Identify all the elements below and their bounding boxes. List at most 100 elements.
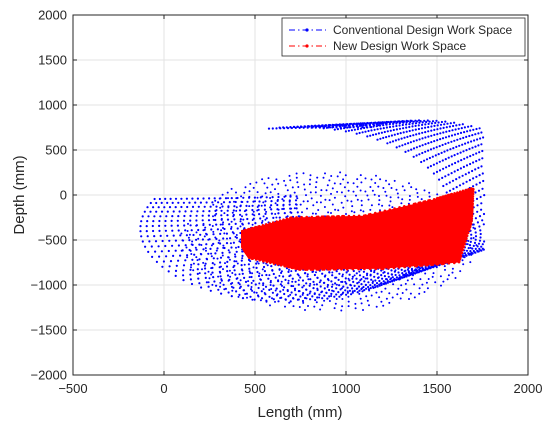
conventional-point (321, 297, 324, 300)
conventional-point (195, 256, 198, 259)
conventional-point (398, 127, 402, 130)
conventional-point (291, 280, 294, 283)
conventional-point (379, 137, 382, 140)
conventional-point (249, 260, 252, 263)
conventional-point (195, 224, 198, 227)
conventional-point (423, 291, 426, 293)
conventional-point (364, 124, 367, 127)
conventional-point (468, 147, 471, 150)
conventional-point (212, 215, 214, 218)
conventional-point (480, 165, 483, 168)
conventional-point (424, 143, 427, 146)
conventional-point (153, 235, 156, 238)
conventional-point (395, 188, 398, 191)
conventional-point (265, 217, 268, 220)
conventional-point (427, 122, 430, 125)
conventional-point (235, 250, 238, 253)
conventional-point (247, 280, 250, 283)
conventional-point (432, 163, 435, 166)
conventional-point (352, 182, 355, 185)
conventional-point (183, 224, 186, 227)
conventional-point (355, 194, 357, 197)
conventional-point (189, 214, 192, 217)
conventional-point (373, 193, 376, 196)
conventional-point (450, 155, 453, 158)
conventional-point (314, 191, 317, 194)
conventional-point (223, 232, 226, 235)
conventional-point (303, 183, 306, 186)
conventional-point (170, 224, 173, 227)
conventional-point (475, 183, 478, 186)
new-point (470, 217, 474, 220)
conventional-point (182, 264, 186, 267)
conventional-point (234, 235, 237, 238)
x-tick-label: 1500 (423, 381, 452, 396)
conventional-point (314, 298, 317, 302)
conventional-point (359, 174, 362, 177)
conventional-point (339, 182, 342, 185)
conventional-point (260, 221, 264, 224)
conventional-point (326, 283, 329, 287)
conventional-point (430, 141, 433, 144)
conventional-point (417, 266, 420, 269)
conventional-point (468, 134, 471, 138)
conventional-point (297, 279, 300, 282)
conventional-point (467, 247, 470, 250)
conventional-point (243, 191, 246, 194)
conventional-point (261, 195, 264, 198)
conventional-point (217, 275, 220, 278)
conventional-point (477, 242, 481, 245)
conventional-point (233, 200, 235, 203)
conventional-point (328, 271, 331, 274)
conventional-point (358, 292, 361, 295)
conventional-point (207, 270, 210, 273)
conventional-point (413, 296, 416, 299)
conventional-point (392, 128, 395, 132)
conventional-point (230, 226, 233, 228)
conventional-point (251, 204, 254, 207)
conventional-point (239, 238, 242, 241)
conventional-point (220, 265, 222, 268)
x-tick-label: 500 (244, 381, 266, 396)
conventional-point (351, 287, 354, 290)
conventional-point (259, 278, 262, 281)
conventional-point (373, 283, 376, 287)
conventional-point (213, 280, 216, 283)
conventional-point (215, 249, 218, 252)
conventional-point (401, 272, 404, 275)
new-point (435, 197, 439, 200)
conventional-point (250, 288, 253, 291)
conventional-point (172, 254, 175, 257)
conventional-point (145, 225, 148, 228)
conventional-point (247, 284, 250, 287)
conventional-point (168, 206, 172, 209)
conventional-point (367, 285, 370, 289)
conventional-point (476, 210, 479, 213)
conventional-point (342, 206, 345, 209)
conventional-point (421, 266, 424, 269)
conventional-point (313, 293, 316, 296)
conventional-point (201, 268, 203, 271)
conventional-point (393, 133, 396, 136)
conventional-point (228, 251, 231, 254)
new-point (341, 214, 344, 218)
conventional-point (239, 279, 242, 282)
conventional-point (219, 271, 222, 274)
conventional-point (468, 179, 471, 182)
conventional-point (155, 210, 158, 213)
conventional-point (143, 210, 146, 213)
new-point (458, 257, 462, 260)
conventional-point (403, 270, 406, 273)
conventional-point (262, 284, 265, 287)
conventional-point (292, 297, 295, 300)
conventional-point (395, 128, 398, 131)
conventional-point (297, 186, 300, 188)
new-point (449, 193, 453, 196)
conventional-point (463, 126, 466, 129)
conventional-point (344, 277, 347, 280)
conventional-point (379, 178, 382, 181)
conventional-point (159, 234, 162, 237)
conventional-point (415, 269, 418, 271)
conventional-point (346, 290, 349, 293)
conventional-point (423, 189, 426, 192)
